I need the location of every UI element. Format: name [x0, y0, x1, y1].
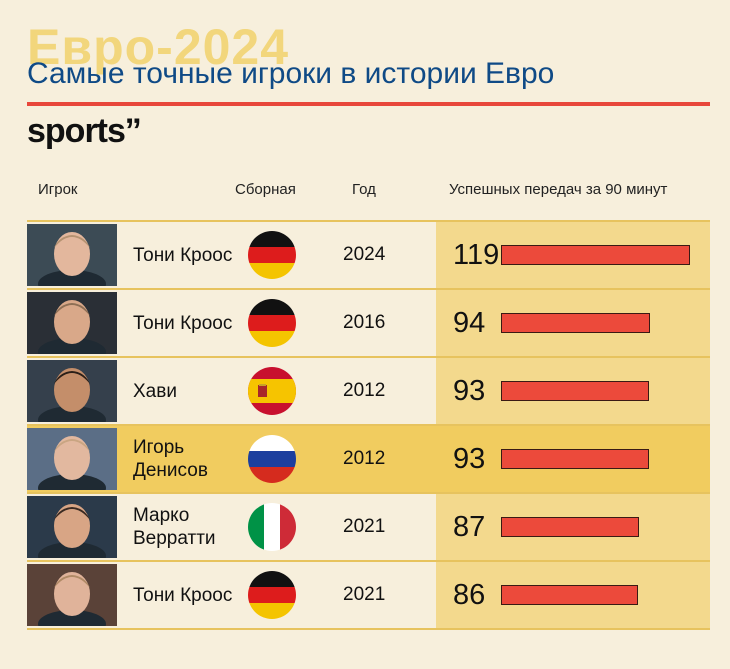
player-photo	[27, 564, 117, 626]
value-label: 93	[453, 375, 486, 407]
flag-icon	[248, 503, 296, 551]
bar	[501, 517, 639, 537]
header-year: Год	[352, 181, 376, 198]
value-label: 94	[453, 307, 486, 339]
table-row: Тони Кроос 2021 86	[27, 562, 710, 630]
year-label: 2021	[343, 584, 386, 605]
page-title: Самые точные игроки в истории Евро	[27, 57, 555, 90]
value-label: 87	[453, 511, 486, 543]
year-label: 2012	[343, 448, 386, 469]
player-photo	[27, 224, 117, 286]
bar	[501, 381, 649, 401]
background-title: Евро-2024	[27, 19, 290, 75]
player-name: Хави	[133, 380, 177, 402]
player-photo	[27, 360, 117, 422]
value-label: 119	[453, 239, 500, 271]
title-divider	[27, 102, 710, 106]
player-name: Тони Кроос	[133, 584, 233, 606]
flag-icon	[248, 299, 296, 347]
year-label: 2024	[343, 244, 386, 265]
player-name: Марко Верратти	[133, 505, 216, 549]
bar	[501, 313, 650, 333]
table-row: Марко Верратти 2021 87	[27, 494, 710, 562]
bar	[501, 585, 638, 605]
year-label: 2021	[343, 516, 386, 537]
table-row: Тони Кроос 2024 119	[27, 222, 710, 290]
player-name: Игорь Денисов	[133, 437, 208, 481]
player-photo	[27, 428, 117, 490]
table-row: Хави 2012 93	[27, 358, 710, 426]
header-passes: Успешных передач за 90 минут	[449, 181, 668, 198]
player-name: Тони Кроос	[133, 244, 233, 266]
table-row: Тони Кроос 2016 94	[27, 290, 710, 358]
player-name: Тони Кроос	[133, 312, 233, 334]
table-row-highlighted: Игорь Денисов 2012 93	[27, 426, 710, 494]
value-label: 93	[453, 443, 486, 475]
header-player: Игрок	[38, 181, 78, 198]
value-label: 86	[453, 579, 486, 611]
chart-table: Тони Кроос 2024 119 Тони Кроос 2016 94 Х…	[27, 222, 710, 630]
flag-icon	[248, 367, 296, 415]
flag-icon	[248, 571, 296, 619]
bar	[501, 449, 649, 469]
player-photo	[27, 292, 117, 354]
brand-logo: sports’’	[27, 112, 142, 150]
flag-icon	[248, 231, 296, 279]
bar	[501, 245, 690, 265]
year-label: 2016	[343, 312, 386, 333]
header-team: Сборная	[235, 181, 296, 198]
player-photo	[27, 496, 117, 558]
year-label: 2012	[343, 380, 386, 401]
header-divider	[27, 220, 710, 222]
flag-icon	[248, 435, 296, 483]
